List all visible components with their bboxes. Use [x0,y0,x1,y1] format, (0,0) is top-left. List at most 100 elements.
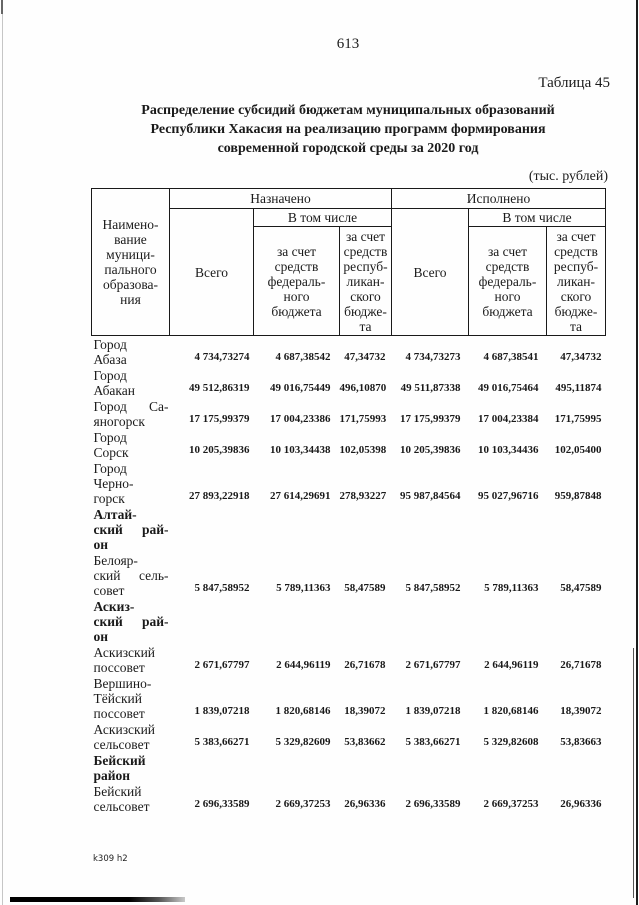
value-cell: 26,96336 [344,798,386,810]
value-cell: 58,47589 [560,582,602,594]
value-cell: 2 644,96119 [276,659,331,671]
table-row: Аскизский сельсовет 5 383,66271 5 329,8260… [92,721,606,752]
document-title-line-1: Распределение субсидий бюджетам муниципа… [141,103,555,118]
value-cell: 5 329,82609 [275,736,331,748]
header-executed-group: Исполнено [391,188,606,209]
value-cell [340,752,392,783]
table-row: Вершино- Тёйский поссовет 1 839,07218 1 82… [92,675,606,721]
scan-bottom-bar [10,897,185,902]
value-cell: 1 839,07218 [405,705,461,717]
value-cell: 1 839,07218 [194,705,250,717]
header-assigned-including: В том числе [253,208,392,227]
value-cell: 5 847,58952 [194,582,250,594]
subsidy-table-body: Город Абаза 4 734,73274 4 687,38542 47,3473… [92,336,606,814]
header-executed-total: Всего [391,208,469,336]
subsidy-table: Наимено- вание муници- пального образова… [91,188,606,814]
value-cell: 53,83662 [344,736,386,748]
value-cell: 17 004,23384 [478,413,539,425]
table-row: Бейский район [92,752,606,783]
header-assigned-federal: за счет средств федераль- ного бюджета [253,226,340,336]
value-cell: 278,93227 [339,490,387,502]
value-cell: 4 734,73274 [194,351,250,363]
scan-edge-left-tick [1,0,3,14]
value-cell: 5 789,11363 [276,582,331,594]
footer-code: k309 h2 [93,854,128,864]
table-row: Аскизский поссовет 2 671,67797 2 644,96119… [92,644,606,675]
document-title: Распределение субсидий бюджетам муниципа… [81,101,615,158]
value-cell [469,752,547,783]
municipality-name-cell: Город Абаза [93,337,127,367]
units-note: (тыс. рублей) [528,169,608,184]
value-cell: 5 329,82608 [483,736,539,748]
municipality-name-cell: Аскизский поссовет [93,645,156,675]
value-cell: 10 103,34436 [478,444,539,456]
value-cell [340,506,392,552]
value-cell: 10 205,39836 [400,444,461,456]
value-cell [254,598,340,644]
scan-edge-right [636,0,638,905]
value-cell: 26,71678 [344,659,386,671]
value-cell: 17 175,99379 [189,413,250,425]
value-cell: 4 687,38541 [483,351,539,363]
value-cell: 4 687,38542 [275,351,331,363]
header-executed-including: В том числе [468,208,606,227]
value-cell: 10 103,34438 [270,444,331,456]
value-cell: 26,96336 [560,798,602,810]
value-cell: 2 671,67797 [194,659,250,671]
document-title-line-3: современной городской среды за 2020 год [217,141,479,156]
table-row: Город Абакан 49 512,86319 49 016,75449 496,… [92,367,606,398]
value-cell: 49 511,87338 [400,382,461,394]
table-row: Город Са- яногорск 17 175,99379 17 004,233… [92,398,606,429]
value-cell: 18,39072 [344,705,386,717]
municipality-name-cell: Город Сорск [93,430,129,460]
value-cell: 49 512,86319 [189,382,250,394]
header-executed-federal: за счет средств федераль- ного бюджета [468,226,547,336]
value-cell: 102,05398 [339,444,387,456]
value-cell: 10 205,39836 [189,444,250,456]
value-cell [170,752,254,783]
value-cell [340,598,392,644]
value-cell: 2 644,96119 [484,659,539,671]
page-number: 613 [336,36,360,52]
value-cell [392,598,469,644]
value-cell [469,598,547,644]
value-cell: 58,47589 [344,582,386,594]
value-cell: 5 847,58952 [405,582,461,594]
value-cell [469,506,547,552]
scan-edge-right-secondary [633,648,634,898]
municipality-name-cell: Бейский район [93,753,146,783]
value-cell [254,506,340,552]
header-executed-republican: за счет средств респуб- ликан- ского бюд… [546,226,606,336]
value-cell: 2 669,37253 [275,798,331,810]
header-assigned-total: Всего [169,208,254,336]
value-cell: 4 734,73273 [405,351,461,363]
value-cell: 49 016,75449 [270,382,331,394]
value-cell: 171,75993 [339,413,387,425]
municipality-name-cell: Вершино- Тёйский поссовет [93,676,152,721]
value-cell: 496,10870 [339,382,387,394]
value-cell: 95 987,84564 [400,490,461,502]
value-cell [392,752,469,783]
value-cell: 17 175,99379 [400,413,461,425]
value-cell: 1 820,68146 [275,705,331,717]
municipality-name-cell: Город Са- яногорск [93,399,169,429]
value-cell: 47,34732 [560,351,602,363]
value-cell [170,506,254,552]
value-cell [254,752,340,783]
value-cell [547,752,606,783]
value-cell: 959,87848 [554,490,602,502]
value-cell: 49 016,75464 [478,382,539,394]
value-cell: 2 696,33589 [194,798,250,810]
header-assigned-republican: за счет средств респуб- ликан- ского бюд… [339,226,392,336]
header-assigned-group: Назначено [169,188,392,209]
value-cell: 5 383,66271 [194,736,250,748]
document-title-line-2: Республики Хакасия на реализацию програм… [150,122,546,137]
value-cell: 171,75995 [554,413,602,425]
municipality-name-cell: Белояр- ский сель- совет [93,553,169,598]
table-row: Белояр- ский сель- совет 5 847,58952 5 789… [92,552,606,598]
table-row: Алтай- ский рай- он [92,506,606,552]
value-cell: 27 614,29691 [270,490,331,502]
value-cell: 5 789,11363 [484,582,539,594]
municipality-name-cell: Город Черно- горск [93,461,134,506]
